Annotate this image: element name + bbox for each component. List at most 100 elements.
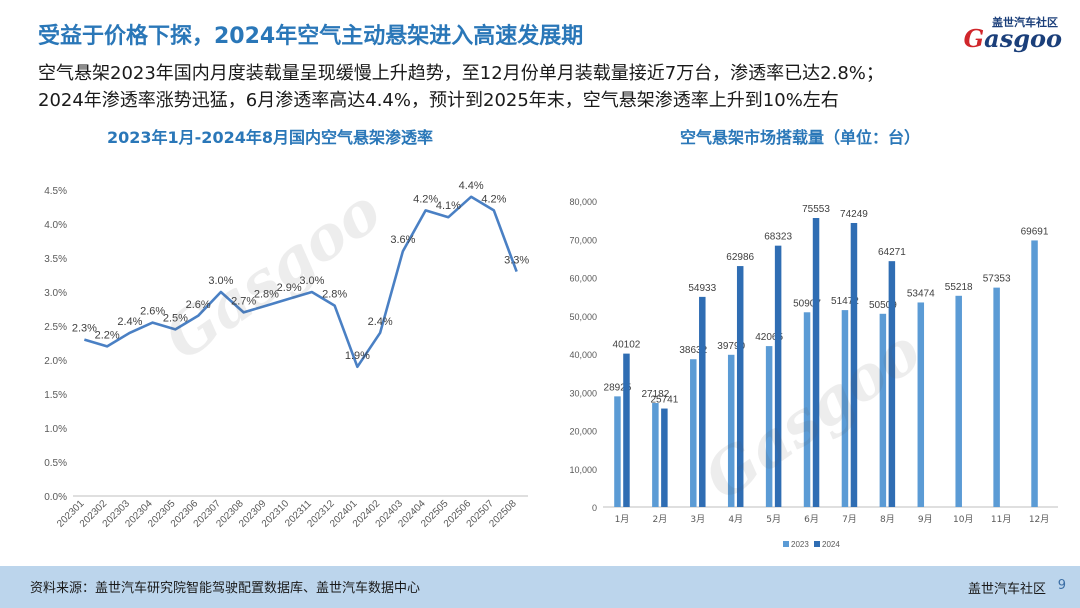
- gasgoo-logo: 盖世汽车社区 Gasgoo: [952, 14, 1062, 53]
- bar-2023: [652, 403, 659, 507]
- data-label: 4.1%: [436, 200, 461, 212]
- bar-2024: [812, 218, 820, 508]
- data-label: 2.3%: [72, 323, 97, 335]
- x-tick-label: 4月: [728, 514, 743, 525]
- bar-2023: [841, 310, 849, 507]
- x-tick-label: 10月: [953, 514, 973, 525]
- data-label: 2.6%: [186, 299, 211, 311]
- legend-label: 2024: [822, 540, 840, 549]
- bar-2023: [879, 313, 887, 507]
- bar-2023: [765, 346, 773, 507]
- x-tick-label: 11月: [991, 514, 1011, 525]
- bar-value-label: 25741: [650, 395, 678, 406]
- bar-2023: [955, 295, 962, 507]
- x-tick-label: 2月: [653, 514, 668, 525]
- y-tick-label: 3.0%: [44, 288, 67, 299]
- bar-2023: [917, 302, 925, 507]
- bar-value-label: 55218: [945, 282, 973, 293]
- bar-value-label: 69691: [1021, 226, 1049, 237]
- data-label: 2.8%: [322, 289, 347, 301]
- bar-value-label: 38632: [679, 345, 707, 356]
- y-tick-label: 0: [592, 503, 597, 513]
- bar-2024: [888, 261, 896, 507]
- bar-2023: [727, 354, 735, 507]
- bar-value-label: 27182: [641, 389, 669, 400]
- y-tick-label: 50,000: [569, 312, 597, 322]
- x-tick-label: 5月: [766, 514, 781, 525]
- y-tick-label: 1.0%: [44, 424, 67, 435]
- data-label: 3.0%: [208, 275, 233, 287]
- data-label: 2.5%: [163, 312, 188, 324]
- y-tick-label: 0.0%: [44, 492, 67, 503]
- x-tick-label: 1月: [615, 514, 630, 525]
- bar-value-label: 54933: [688, 283, 716, 294]
- series-line: [84, 195, 518, 369]
- y-tick-label: 10,000: [569, 465, 597, 475]
- y-tick-label: 80,000: [569, 197, 597, 207]
- data-label: 2.9%: [277, 282, 302, 294]
- legend-swatch-2024: [814, 541, 820, 547]
- bar-value-label: 64271: [878, 247, 906, 258]
- data-label: 2.6%: [140, 306, 165, 318]
- bar-value-label: 62986: [726, 252, 754, 263]
- logo-text-cn: 盖世汽车社区: [992, 16, 1058, 29]
- bar-value-label: 68323: [764, 232, 792, 243]
- x-tick-label: 6月: [804, 514, 819, 525]
- footer-brand: 盖世汽车社区: [967, 582, 1046, 597]
- x-tick-label: 12月: [1029, 514, 1049, 525]
- y-tick-label: 4.5%: [44, 186, 67, 197]
- y-tick-label: 20,000: [569, 427, 597, 437]
- bar-value-label: 50509: [869, 300, 897, 311]
- data-label: 2.2%: [95, 329, 120, 341]
- legend-swatch-2023: [783, 541, 789, 547]
- data-label: 4.4%: [459, 180, 484, 192]
- summary-line-2: 2024年渗透率涨势迅猛，6月渗透率高达4.4%，预计到2025年末，空气悬架渗…: [38, 90, 839, 111]
- bar-2024: [661, 408, 668, 507]
- y-tick-label: 30,000: [569, 388, 597, 398]
- data-label: 4.2%: [481, 193, 506, 205]
- source-note: 资料来源：盖世汽车研究院智能驾驶配置数据库、盖世汽车数据中心: [30, 581, 421, 596]
- bar-2024: [699, 296, 706, 507]
- y-tick-label: 40,000: [569, 350, 597, 360]
- bar-value-label: 40102: [613, 340, 641, 351]
- data-label: 2.4%: [117, 316, 142, 328]
- summary-line-1: 空气悬架2023年国内月度装载量呈现缓慢上升趋势，至12月份单月装载量接近7万台…: [38, 63, 884, 84]
- bar-2023: [614, 396, 621, 507]
- x-tick-label: 8月: [880, 514, 895, 525]
- summary-text: 空气悬架2023年国内月度装载量呈现缓慢上升趋势，至12月份单月装载量接近7万台…: [38, 60, 1048, 114]
- data-label: 1.9%: [345, 350, 370, 362]
- bar-value-label: 74249: [840, 209, 868, 220]
- bar-value-label: 42065: [755, 332, 783, 343]
- bar-value-label: 28925: [604, 382, 632, 393]
- x-tick-label: 7月: [842, 514, 857, 525]
- y-tick-label: 3.5%: [44, 254, 67, 265]
- page-number: 9: [1057, 578, 1066, 593]
- bar-2023: [1031, 240, 1038, 507]
- footer-bar: 资料来源：盖世汽车研究院智能驾驶配置数据库、盖世汽车数据中心 盖世汽车社区 9: [0, 566, 1080, 608]
- legend-label: 2023: [791, 540, 809, 549]
- data-label: 3.6%: [390, 234, 415, 246]
- bar-2024: [850, 222, 858, 508]
- data-label: 2.7%: [231, 295, 256, 307]
- data-label: 2.8%: [254, 289, 279, 301]
- data-label: 3.3%: [504, 255, 529, 267]
- bar-2024: [736, 266, 744, 507]
- y-tick-label: 1.5%: [44, 390, 67, 401]
- bar-chart-title: 空气悬架市场搭载量（单位：台）: [679, 128, 920, 147]
- y-tick-label: 60,000: [569, 274, 597, 284]
- bar-value-label: 50907: [793, 298, 821, 309]
- logo-text-en: Gasgoo: [963, 24, 1062, 53]
- bar-value-label: 57353: [983, 274, 1011, 285]
- y-tick-label: 70,000: [569, 235, 597, 245]
- bar-2024: [774, 245, 782, 507]
- bar-2023: [993, 287, 1000, 507]
- bar-2023: [690, 359, 697, 507]
- y-tick-label: 2.5%: [44, 322, 67, 333]
- y-tick-label: 2.0%: [44, 356, 67, 367]
- page-title: 受益于价格下探，2024年空气主动悬架进入高速发展期: [38, 24, 584, 49]
- data-label: 4.2%: [413, 193, 438, 205]
- y-tick-label: 4.0%: [44, 220, 67, 231]
- data-label: 3.0%: [299, 275, 324, 287]
- bar-value-label: 75553: [802, 204, 830, 215]
